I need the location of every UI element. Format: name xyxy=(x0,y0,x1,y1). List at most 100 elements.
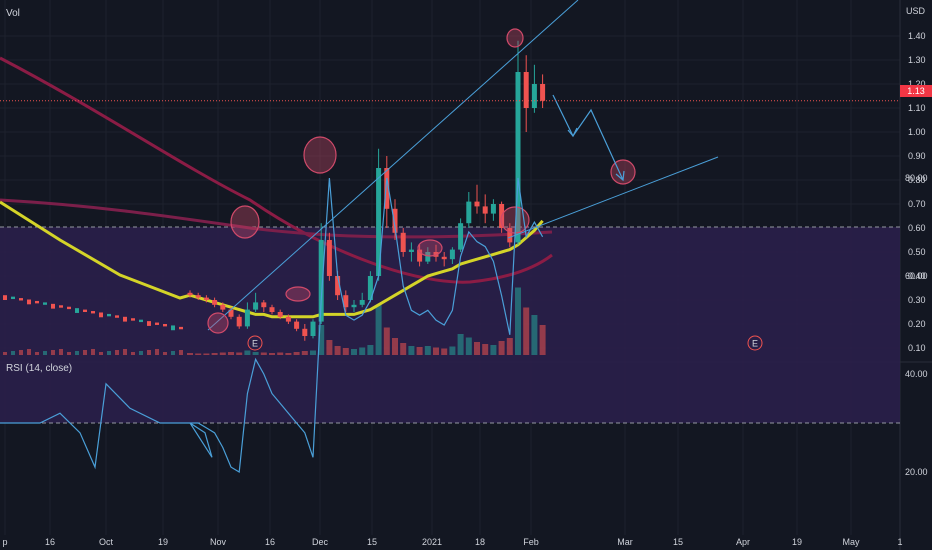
volume-bar xyxy=(351,349,357,355)
time-tick-label: Mar xyxy=(617,537,633,547)
candle-history xyxy=(115,315,119,318)
volume-bar xyxy=(416,347,423,355)
candle-body xyxy=(220,304,226,310)
price-unit: USD xyxy=(906,6,926,16)
volume-bar xyxy=(219,352,226,355)
candle-body xyxy=(277,312,283,317)
volume-bar xyxy=(277,352,284,355)
volume-bar xyxy=(515,287,521,355)
volume-bar xyxy=(498,341,505,355)
candle-history xyxy=(139,319,143,323)
volume-bar xyxy=(301,351,308,355)
candlesticks xyxy=(3,40,546,341)
candle-body xyxy=(458,223,464,250)
volume-bar xyxy=(449,346,456,355)
projection-arrowhead xyxy=(615,170,625,182)
time-tick-label: 15 xyxy=(673,537,683,547)
candle-body xyxy=(359,300,365,305)
volume-bar xyxy=(187,353,193,355)
volume-label: Vol xyxy=(6,8,20,19)
candle-body xyxy=(335,276,341,296)
volume-bar xyxy=(441,348,448,355)
volume-bar-history xyxy=(67,352,71,355)
candle-history xyxy=(3,295,7,300)
volume-bar xyxy=(285,353,292,355)
last-price-tag: 1.13 xyxy=(900,85,932,97)
price-tick-label: 0.80 xyxy=(908,175,926,185)
volume-bar xyxy=(318,325,325,355)
volume-bar xyxy=(482,344,489,355)
volume-bar-history xyxy=(163,352,167,355)
price-tick-label: 0.40 xyxy=(908,271,926,281)
volume-bar-history xyxy=(43,351,47,355)
candle-body xyxy=(285,316,291,322)
volume-bar xyxy=(457,334,464,355)
volume-bar xyxy=(244,350,251,355)
volume-bar xyxy=(367,345,374,355)
candle-history xyxy=(51,303,55,309)
volume-bar xyxy=(531,315,538,355)
rsi-series-line xyxy=(0,177,544,473)
volume-bar xyxy=(408,346,415,355)
candle-body xyxy=(228,309,234,317)
candle-history xyxy=(27,299,31,305)
volume-bar-history xyxy=(99,352,103,355)
price-tick-label: 1.40 xyxy=(908,31,926,41)
candle-body xyxy=(310,321,316,336)
volume-bar xyxy=(342,348,349,355)
price-tick-label: 0.30 xyxy=(908,295,926,305)
candle-body xyxy=(212,300,218,305)
earnings-marker-label: E xyxy=(252,339,258,349)
volume-bar xyxy=(195,353,202,355)
candle-body xyxy=(236,316,242,327)
candle-body xyxy=(441,256,447,260)
candle-history xyxy=(83,309,87,312)
volume-bar-history xyxy=(155,349,159,355)
highlight-circle xyxy=(506,28,524,48)
time-tick-label: Oct xyxy=(99,537,114,547)
volume-bar xyxy=(252,352,259,355)
highlight-circle xyxy=(207,312,229,334)
volume-bar-history xyxy=(11,351,15,355)
volume-bar xyxy=(392,338,398,355)
projection-arrowhead xyxy=(567,127,578,138)
time-tick-label: 16 xyxy=(45,537,55,547)
candle-body xyxy=(244,309,250,327)
price-tick-label: 1.30 xyxy=(908,55,926,65)
candle-body xyxy=(343,295,349,308)
time-tick-label: Feb xyxy=(523,537,539,547)
candle-history xyxy=(107,313,111,317)
candle-body xyxy=(367,276,373,300)
volume-bar xyxy=(539,325,546,355)
earnings-marker xyxy=(747,335,763,351)
candle-body xyxy=(376,168,382,276)
candle-body xyxy=(490,204,496,214)
time-tick-label: 19 xyxy=(158,537,168,547)
candle-history xyxy=(171,325,175,331)
time-tick-label: Nov xyxy=(210,537,227,547)
candle-body xyxy=(203,297,209,300)
volume-bar-history xyxy=(107,351,111,355)
candle-body xyxy=(326,240,332,276)
volume-bar-history xyxy=(91,349,95,355)
candle-history xyxy=(155,322,159,325)
volume-bar xyxy=(310,350,316,355)
earnings-marker xyxy=(247,335,263,351)
volume-bar xyxy=(334,346,341,355)
rsi-tick-label: 40.00 xyxy=(905,369,928,379)
volume-bar-history xyxy=(51,350,55,355)
candle-body xyxy=(269,307,275,312)
volume-bar-history xyxy=(123,349,127,355)
volume-bar xyxy=(383,327,390,355)
volume-bar xyxy=(203,353,210,355)
volume-bar xyxy=(375,305,382,355)
candle-history xyxy=(99,312,103,318)
candle-body xyxy=(294,321,300,329)
candle-history xyxy=(11,296,15,300)
time-tick-label: Apr xyxy=(736,537,750,547)
earnings-marker-label: E xyxy=(752,339,758,349)
volume-bar xyxy=(211,353,218,355)
volume-bar xyxy=(424,346,431,355)
candle-body xyxy=(187,292,193,296)
